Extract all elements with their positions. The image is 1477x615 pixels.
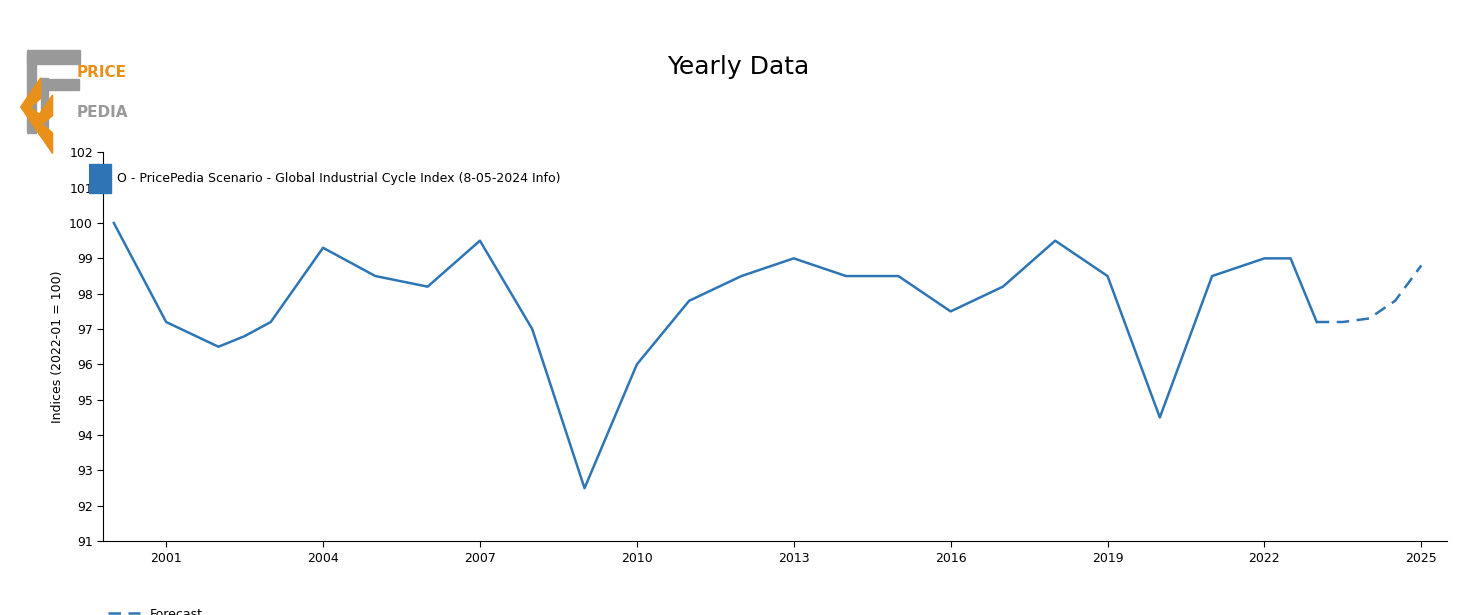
- Y-axis label: Indices (2022-01 = 100): Indices (2022-01 = 100): [50, 271, 64, 423]
- Bar: [41, 77, 49, 133]
- Bar: [41, 79, 78, 90]
- Bar: [27, 55, 35, 133]
- Bar: [27, 50, 80, 64]
- Text: Yearly Data: Yearly Data: [668, 55, 809, 79]
- Text: O - PricePedia Scenario - Global Industrial Cycle Index (8-05-2024 Info): O - PricePedia Scenario - Global Industr…: [117, 172, 560, 185]
- Polygon shape: [32, 95, 53, 154]
- Legend: Forecast: Forecast: [108, 608, 202, 615]
- Text: PRICE: PRICE: [77, 65, 126, 80]
- Bar: [89, 164, 111, 193]
- Polygon shape: [21, 77, 41, 137]
- Text: PEDIA: PEDIA: [77, 105, 127, 120]
